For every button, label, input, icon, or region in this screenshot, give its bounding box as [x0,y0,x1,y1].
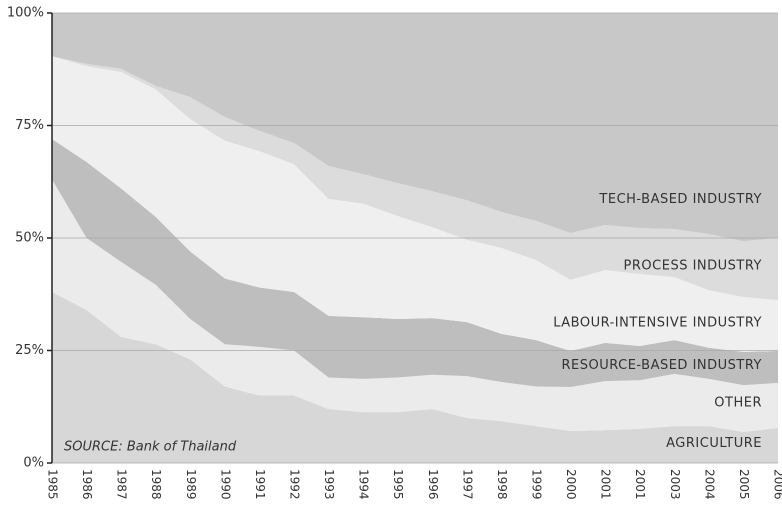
x-tick-label: 1997 [460,469,474,500]
area [52,292,778,463]
source-annotation: SOURCE: Bank of Thailand [64,440,237,455]
x-tick-label: 1991 [253,469,267,500]
series-label: TECH-BASED INDUSTRY [598,192,762,207]
x-tick-label: 1992 [288,469,302,500]
series-label: OTHER [714,396,762,411]
y-tick-label: 50% [15,231,44,246]
x-tick-label: 2001 [633,469,647,500]
area [52,179,778,432]
y-tick-label: 0% [23,456,44,471]
x-tick-label: 1998 [495,469,509,500]
area [52,139,778,387]
y-tick-label: 75% [15,118,44,133]
x-tick-label: 2004 [702,469,716,500]
x-tick-label: 1990 [218,469,232,500]
x-tick-label: 1999 [530,469,544,500]
area [52,56,778,301]
x-tick-label: 1994 [357,469,371,500]
series-label: PROCESS INDUSTRY [624,258,762,273]
series-label: RESOURCE-BASED INDUSTRY [562,358,763,373]
x-tick-label: 2003 [668,469,682,500]
x-tick-label: 2006 [772,469,782,500]
area [52,13,778,242]
x-tick-label: 1988 [149,469,163,500]
x-tick-label: 1996 [426,469,440,500]
series-label: LABOUR-INTENSIVE INDUSTRY [553,315,762,330]
x-tick-label: 1993 [322,469,336,500]
series-label: AGRICULTURE [666,436,762,451]
y-tick-label: 100% [7,6,44,21]
x-tick-label: 1986 [80,469,94,500]
x-tick-label: 2001 [599,469,613,500]
x-tick-label: 1987 [115,469,129,500]
x-tick-label: 1985 [46,469,60,500]
area [52,56,778,352]
x-tick-label: 2005 [737,469,751,500]
x-tick-label: 2000 [564,469,578,500]
y-tick-label: 25% [15,343,44,358]
x-tick-label: 1989 [184,469,198,500]
x-tick-label: 1995 [391,469,405,500]
